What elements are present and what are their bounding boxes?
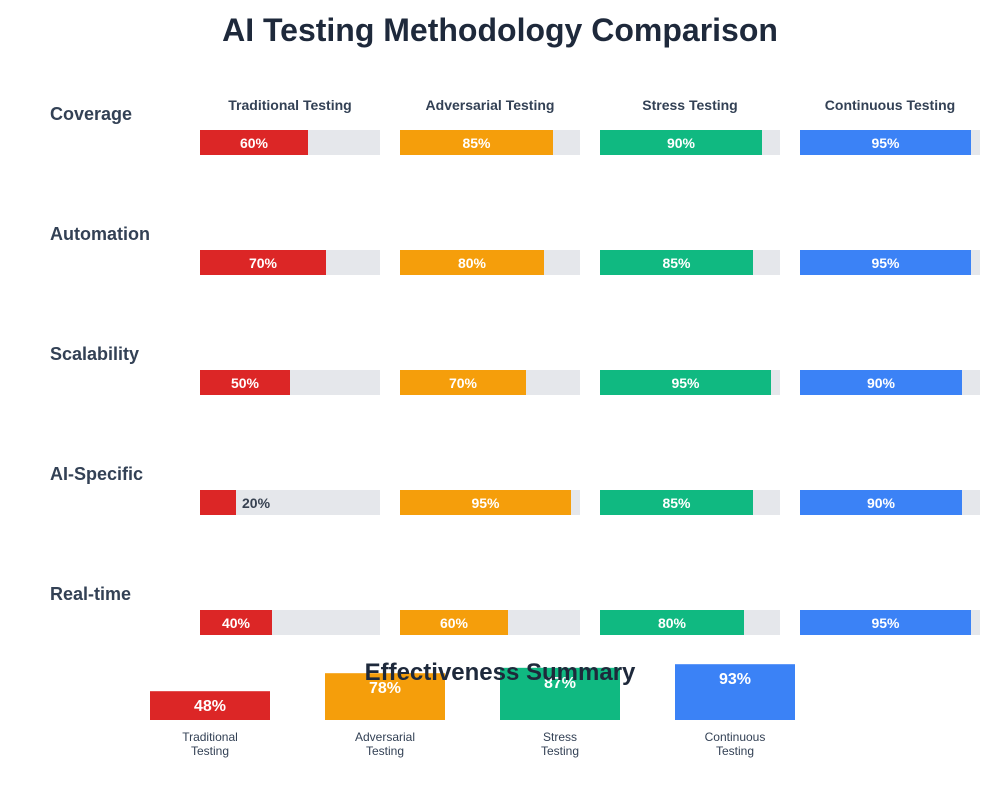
bar [400,130,553,155]
bar-value-label: 95% [471,495,500,511]
summary-bar [150,691,270,720]
summary-bar [675,664,795,720]
row-label: Real-time [50,584,131,604]
row-label: Coverage [50,104,132,124]
bar-value-label: 85% [662,495,691,511]
summary-category-label: Stress [543,730,577,744]
bar-value-label: 95% [871,135,900,151]
bar-value-label: 70% [449,375,478,391]
bar-value-label: 95% [671,375,700,391]
summary-category-label: Testing [191,744,229,758]
summary-category-label: Testing [366,744,404,758]
bar [600,610,744,635]
bar-value-label: 95% [871,615,900,631]
bar-value-label: 90% [667,135,696,151]
bar-value-label: 80% [458,255,487,271]
summary-bar [500,667,620,720]
bar-value-label: 50% [231,375,260,391]
column-header: Traditional Testing [228,97,351,113]
metric-row: Coverage 60% 85% 90% 95% [50,104,980,155]
chart-title: AI Testing Methodology Comparison [222,12,778,48]
bar [600,490,753,515]
bar [800,130,971,155]
bar [400,490,571,515]
bar-value-label: 80% [658,615,687,631]
bar [400,250,544,275]
metric-row: AI-Specific 20% 95% 85% 90% [50,464,980,515]
bar [200,250,326,275]
bar [800,610,971,635]
bar-value-label: 70% [249,255,278,271]
summary-value-label: 93% [719,671,751,688]
summary-category-label: Testing [541,744,579,758]
bar-value-label: 90% [867,495,896,511]
metric-row: Scalability 50% 70% 95% 90% [50,344,980,395]
bar [200,370,290,395]
bar [400,370,526,395]
column-header: Adversarial Testing [426,97,555,113]
metric-row: Real-time 40% 60% 80% 95% [50,584,980,635]
summary-category-label: Traditional [182,730,238,744]
bar [400,610,508,635]
bar-value-label: 40% [222,615,251,631]
bar-value-label: 60% [440,615,469,631]
row-label: Scalability [50,344,139,364]
summary-value-label: 48% [194,698,226,715]
summary-bar [325,673,445,720]
bar [600,130,762,155]
column-header: Stress Testing [642,97,737,113]
summary-value-label: 78% [369,680,401,697]
summary-category-label: Testing [716,744,754,758]
column-header: Continuous Testing [825,97,955,113]
bar [800,250,971,275]
metric-rows: Coverage 60% 85% 90% 95% Automation 70% 80% 85% 9… [50,104,980,635]
bar-value-label: 85% [662,255,691,271]
bar-value-label: 20% [242,495,271,511]
effectiveness-summary: 48%TraditionalTesting78%AdversarialTesti… [150,664,795,758]
column-headers: Traditional Testing Adversarial Testing St… [228,97,955,113]
bar [600,370,771,395]
bar-value-label: 85% [462,135,491,151]
row-label: Automation [50,224,150,244]
bar [200,490,236,515]
bar-value-label: 90% [867,375,896,391]
summary-category-label: Continuous [705,730,766,744]
summary-title: Effectiveness Summary [365,659,636,686]
bar-value-label: 60% [240,135,269,151]
bar [800,490,962,515]
summary-value-label: 87% [544,675,576,692]
bar [600,250,753,275]
metric-row: Automation 70% 80% 85% 95% [50,224,980,275]
bar [800,370,962,395]
row-label: AI-Specific [50,464,143,484]
summary-category-label: Adversarial [355,730,415,744]
bar [200,130,308,155]
bar-value-label: 95% [871,255,900,271]
bar [200,610,272,635]
